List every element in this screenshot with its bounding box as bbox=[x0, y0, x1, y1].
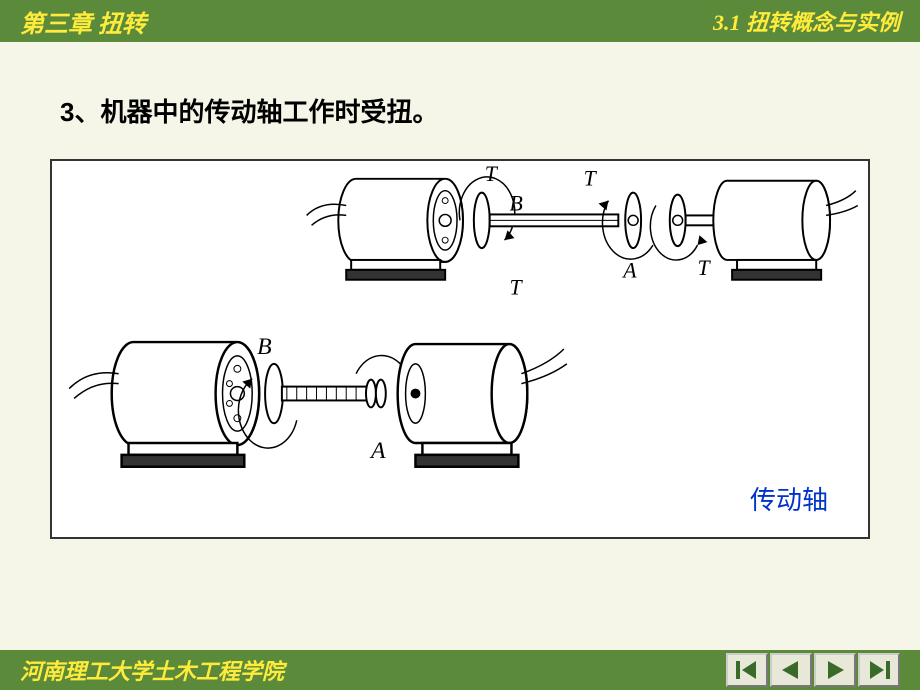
upper-motor-left bbox=[307, 179, 463, 280]
chapter-title: 第三章 扭转 bbox=[20, 4, 146, 39]
transmission-shaft-diagram: B T A T T bbox=[52, 161, 868, 537]
nav-button-group bbox=[726, 653, 900, 687]
lower-shaft bbox=[282, 387, 376, 401]
label-t-upper-1: T bbox=[485, 162, 499, 186]
footer-bar: 河南理工大学土木工程学院 bbox=[0, 650, 920, 690]
label-t-upper-3: T bbox=[697, 256, 711, 280]
header-bar: 第三章 扭转 3.1 扭转概念与实例 bbox=[0, 0, 920, 42]
nav-last-button[interactable] bbox=[858, 653, 900, 687]
prev-icon bbox=[778, 659, 804, 681]
upper-disc-b bbox=[474, 193, 490, 248]
nav-next-button[interactable] bbox=[814, 653, 856, 687]
label-a-upper: A bbox=[621, 259, 637, 283]
label-t-upper-2: T bbox=[584, 167, 598, 191]
slide-heading: 3、机器中的传动轴工作时受扭。 bbox=[60, 92, 880, 129]
upper-load-right bbox=[713, 181, 857, 280]
nav-first-button[interactable] bbox=[726, 653, 768, 687]
institution-name: 河南理工大学土木工程学院 bbox=[20, 654, 284, 686]
first-icon bbox=[734, 659, 760, 681]
label-a-lower: A bbox=[369, 438, 386, 464]
next-icon bbox=[822, 659, 848, 681]
nav-prev-button[interactable] bbox=[770, 653, 812, 687]
label-b-lower: B bbox=[257, 334, 272, 360]
figure-container: B T A T T bbox=[50, 159, 870, 539]
section-title: 3.1 扭转概念与实例 bbox=[713, 5, 900, 37]
lower-disc-b bbox=[265, 364, 283, 423]
last-icon bbox=[866, 659, 892, 681]
lower-load-right bbox=[398, 344, 567, 467]
lower-motor-left bbox=[69, 342, 259, 467]
slide-content: 3、机器中的传动轴工作时受扭。 bbox=[0, 42, 920, 539]
label-t-mid: T bbox=[509, 276, 523, 300]
label-b-upper: B bbox=[509, 191, 522, 215]
figure-caption: 传动轴 bbox=[750, 480, 828, 517]
